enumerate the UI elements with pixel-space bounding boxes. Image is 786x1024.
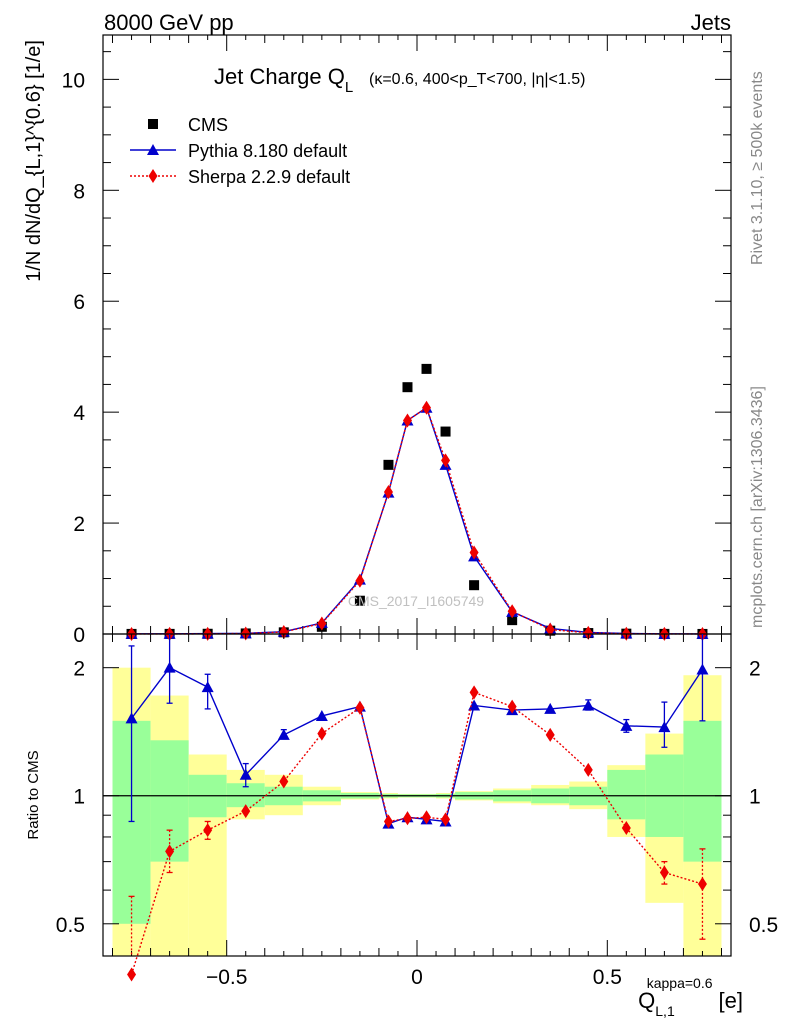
ratio-point-sherpa <box>621 820 631 835</box>
main-point-cms <box>507 615 518 626</box>
ratio-point-sherpa <box>203 823 213 838</box>
x-axis-label-sub: L,1 <box>655 1003 675 1019</box>
ratio-y-tick-label-right: 1 <box>749 786 761 809</box>
ratio-point-sherpa <box>127 967 137 982</box>
legend: CMS Pythia 8.180 default Sherpa 2.2.9 defa… <box>130 115 350 187</box>
main-point-cms <box>440 426 451 437</box>
ratio-point-sherpa <box>507 699 517 714</box>
legend-label-pythia: Pythia 8.180 default <box>188 141 347 161</box>
main-point-sherpa <box>402 413 412 428</box>
main-point-cms <box>402 382 413 393</box>
ratio-y-tick-label: 0.5 <box>56 914 85 937</box>
legend-label-data: CMS <box>188 115 228 135</box>
x-axis-label-main: Q <box>638 988 655 1013</box>
ratio-point-sherpa <box>383 814 393 829</box>
ratio-point-sherpa <box>355 700 365 715</box>
side-rivet-label: Rivet 3.1.10, ≥ 500k events <box>749 71 766 265</box>
chart-title-extra: (κ=0.6, 400<p_T<700, |η|<1.5) <box>369 71 585 88</box>
ratio-point-sherpa <box>165 844 175 859</box>
ratio-point-sherpa <box>441 812 451 827</box>
main-plot-area: 0 2 4 6 8 10 <box>62 34 732 647</box>
ratio-band-inner <box>150 740 189 862</box>
main-point-sherpa <box>279 625 289 640</box>
ratio-point-sherpa <box>279 774 289 789</box>
legend-marker-sherpa <box>148 169 158 183</box>
ratio-point-sherpa <box>402 811 412 826</box>
x-axis-label-unit: [e] <box>719 988 743 1013</box>
main-y-tick-label: 2 <box>73 513 85 536</box>
watermark: CMS_2017_I1605749 <box>348 593 484 609</box>
x-axis-label-sup: kappa=0.6 <box>647 975 713 991</box>
main-point-sherpa <box>507 604 517 619</box>
ratio-point-sherpa <box>545 727 555 742</box>
ratio-band-inner <box>607 769 646 820</box>
ratio-point-pythia <box>544 702 557 714</box>
main-y-tick-label: 8 <box>73 180 85 203</box>
ratio-point-pythia <box>582 699 595 711</box>
ratio-y-tick-label-right: 2 <box>749 658 761 681</box>
main-point-cms <box>421 363 432 374</box>
main-point-sherpa <box>383 485 393 500</box>
ratio-point-pythia <box>620 719 633 731</box>
ratio-point-pythia <box>125 712 138 724</box>
ratio-point-pythia <box>201 681 214 693</box>
chart-title-text: Jet Charge Q <box>214 64 345 89</box>
ratio-x-tick-label: 0.5 <box>593 966 622 989</box>
ratio-point-sherpa <box>241 804 251 819</box>
ratio-y-tick-label-right: 0.5 <box>749 914 778 937</box>
main-panel: 0 2 4 6 8 10 CMS_2017_I1605749 Jet Charge QL … <box>23 34 732 647</box>
ratio-point-pythia <box>696 663 709 675</box>
main-point-sherpa <box>545 622 555 637</box>
ratio-x-tick-label: −0.5 <box>206 966 247 989</box>
header-energy: 8000 GeV pp <box>104 10 234 35</box>
ratio-y-tick-label: 1 <box>73 786 85 809</box>
ratio-point-sherpa <box>422 810 432 825</box>
main-y-tick-label: 10 <box>62 69 85 92</box>
legend-marker-pythia <box>147 144 159 155</box>
chart-title-sub: L <box>345 79 353 96</box>
legend-marker-cms <box>148 119 158 129</box>
main-y-tick-label: 0 <box>73 624 85 647</box>
main-point-sherpa <box>355 573 365 588</box>
ratio-point-sherpa <box>469 685 479 700</box>
ratio-y-tick-label: 2 <box>73 658 85 681</box>
main-point-sherpa <box>583 625 593 640</box>
main-point-cms <box>469 580 480 591</box>
ratio-point-pythia <box>468 699 481 711</box>
main-y-tick-label: 6 <box>73 291 85 314</box>
header-jets: Jets <box>691 10 731 35</box>
ratio-point-sherpa <box>583 762 593 777</box>
ratio-point-pythia <box>163 661 176 673</box>
ratio-point-sherpa <box>697 877 707 892</box>
ratio-x-axis-label: QL,1 kappa=0.6 [e] <box>638 975 743 1019</box>
main-point-sherpa <box>469 545 479 560</box>
chart-title-main: Jet Charge QL <box>214 64 353 96</box>
ratio-y-axis-label: Ratio to CMS <box>25 750 42 839</box>
main-y-axis-label: 1/N dN/dQ_{L,1}^{0.6} [1/e] <box>23 40 45 282</box>
ratio-point-sherpa <box>317 726 327 741</box>
main-point-sherpa <box>422 400 432 415</box>
main-point-cms <box>383 459 394 470</box>
side-mcplots-label: mcplots.cern.ch [arXiv:1306.3436] <box>749 386 766 628</box>
ratio-band-inner <box>683 720 722 862</box>
legend-label-sherpa: Sherpa 2.2.9 default <box>188 167 350 187</box>
ratio-point-pythia <box>658 721 671 733</box>
ratio-point-pythia <box>315 709 328 721</box>
ratio-point-sherpa <box>659 865 669 880</box>
ratio-x-tick-label: 0 <box>411 966 423 989</box>
ratio-panel: −0.5 0 0.5 0.5 0.5 1 1 2 2 Ratio to CMS QL,1 kapp… <box>25 633 778 1019</box>
main-line-pythia <box>131 406 703 635</box>
main-y-tick-label: 4 <box>73 402 85 425</box>
main-point-cms <box>354 595 365 606</box>
main-point-sherpa <box>317 616 327 631</box>
chart-title: Jet Charge QL (κ=0.6, 400<p_T<700, |η|<1… <box>214 64 585 96</box>
ratio-point-pythia <box>239 768 252 780</box>
ratio-plot-area: −0.5 0 0.5 0.5 0.5 1 1 2 2 <box>56 633 778 989</box>
ratio-point-pythia <box>277 728 290 740</box>
ratio-line-sherpa <box>130 691 703 975</box>
main-point-sherpa <box>441 453 451 468</box>
